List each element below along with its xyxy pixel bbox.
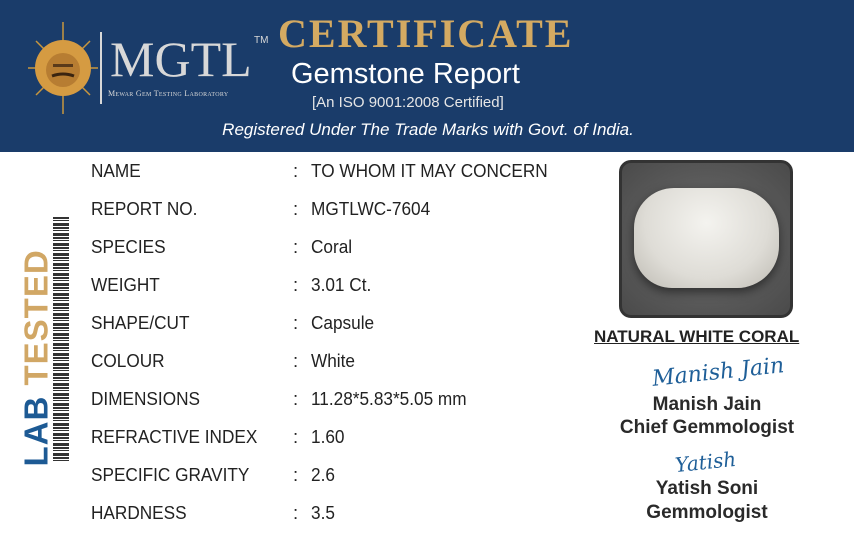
field-value: 1.60 <box>311 426 345 447</box>
iso-text: [An ISO 9001:2008 Certified] <box>312 94 504 111</box>
field-label: HARDNESS <box>91 502 187 523</box>
gem-title: NATURAL WHITE CORAL <box>594 327 800 346</box>
field-colon: : <box>293 198 299 219</box>
field-label: REFRACTIVE INDEX <box>91 426 258 447</box>
report-subtitle: Gemstone Report <box>291 58 520 90</box>
logo-text: MGTL <box>110 31 252 87</box>
signatory-name: Yatish Soni <box>655 478 759 499</box>
field-value: Coral <box>311 236 353 257</box>
sun-emblem-logo <box>28 22 98 114</box>
signature-yatish: Yatish <box>673 446 738 478</box>
field-label: REPORT NO. <box>91 198 198 219</box>
signatory-role: Chief Gemmologist <box>619 417 795 438</box>
barcode <box>53 217 69 462</box>
field-colon: : <box>293 312 299 333</box>
field-value: White <box>311 350 355 371</box>
coral-stone-image <box>634 188 779 288</box>
field-value: TO WHOM IT MAY CONCERN <box>311 160 548 181</box>
field-label: NAME <box>91 160 141 181</box>
field-colon: : <box>293 388 299 409</box>
field-colon: : <box>293 160 299 181</box>
certificate-header: MGTL TM Mewar Gem Testing Laboratory CER… <box>0 0 854 152</box>
field-label: COLOUR <box>91 350 165 371</box>
field-value: Capsule <box>311 312 375 333</box>
field-label: DIMENSIONS <box>91 388 200 409</box>
signatory-name: Manish Jain <box>652 394 762 415</box>
registered-text: Registered Under The Trade Marks with Go… <box>222 120 634 139</box>
gemstone-photo <box>619 160 793 318</box>
lab-name: Mewar Gem Testing Laboratory <box>108 89 229 98</box>
signatory-role: Gemmologist <box>646 502 768 523</box>
field-value: MGTLWC-7604 <box>311 198 431 219</box>
field-label: WEIGHT <box>91 274 160 295</box>
field-colon: : <box>293 274 299 295</box>
field-label: SPECIFIC GRAVITY <box>91 464 250 485</box>
field-colon: : <box>293 502 299 523</box>
field-colon: : <box>293 464 299 485</box>
trademark: TM <box>254 35 269 46</box>
tested-word: TESTED <box>17 249 55 386</box>
field-value: 3.5 <box>311 502 335 523</box>
field-value: 11.28*5.83*5.05 mm <box>311 388 467 409</box>
field-colon: : <box>293 236 299 257</box>
field-label: SPECIES <box>91 236 166 257</box>
field-value: 2.6 <box>311 464 335 485</box>
logo-divider <box>100 32 102 104</box>
lab-word: LAB <box>17 395 55 467</box>
field-label: SHAPE/CUT <box>91 312 190 333</box>
field-colon: : <box>293 426 299 447</box>
field-colon: : <box>293 350 299 371</box>
lab-tested-stamp: LAB TESTED <box>17 227 55 467</box>
field-value: 3.01 Ct. <box>311 274 372 295</box>
signature-manish: Manish Jain <box>651 353 786 392</box>
certificate-title: CERTIFICATE <box>278 11 574 56</box>
